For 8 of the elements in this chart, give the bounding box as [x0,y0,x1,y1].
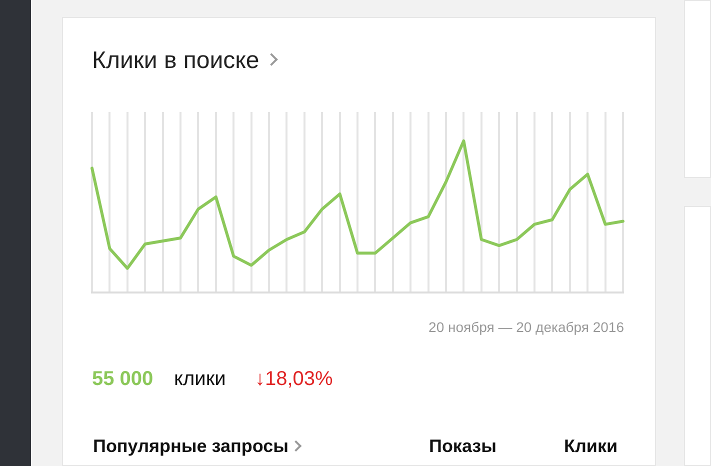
text: ↓18,03% [255,368,333,390]
text: 55 000 [92,368,154,390]
text: Показы [429,436,496,456]
text: клики [174,368,226,390]
text: Клики [564,436,618,456]
text: Популярные запросы [93,436,288,456]
text: 20 ноября — 20 декабря 2016 [428,319,624,335]
chart-title: Клики в поиске [92,47,260,74]
